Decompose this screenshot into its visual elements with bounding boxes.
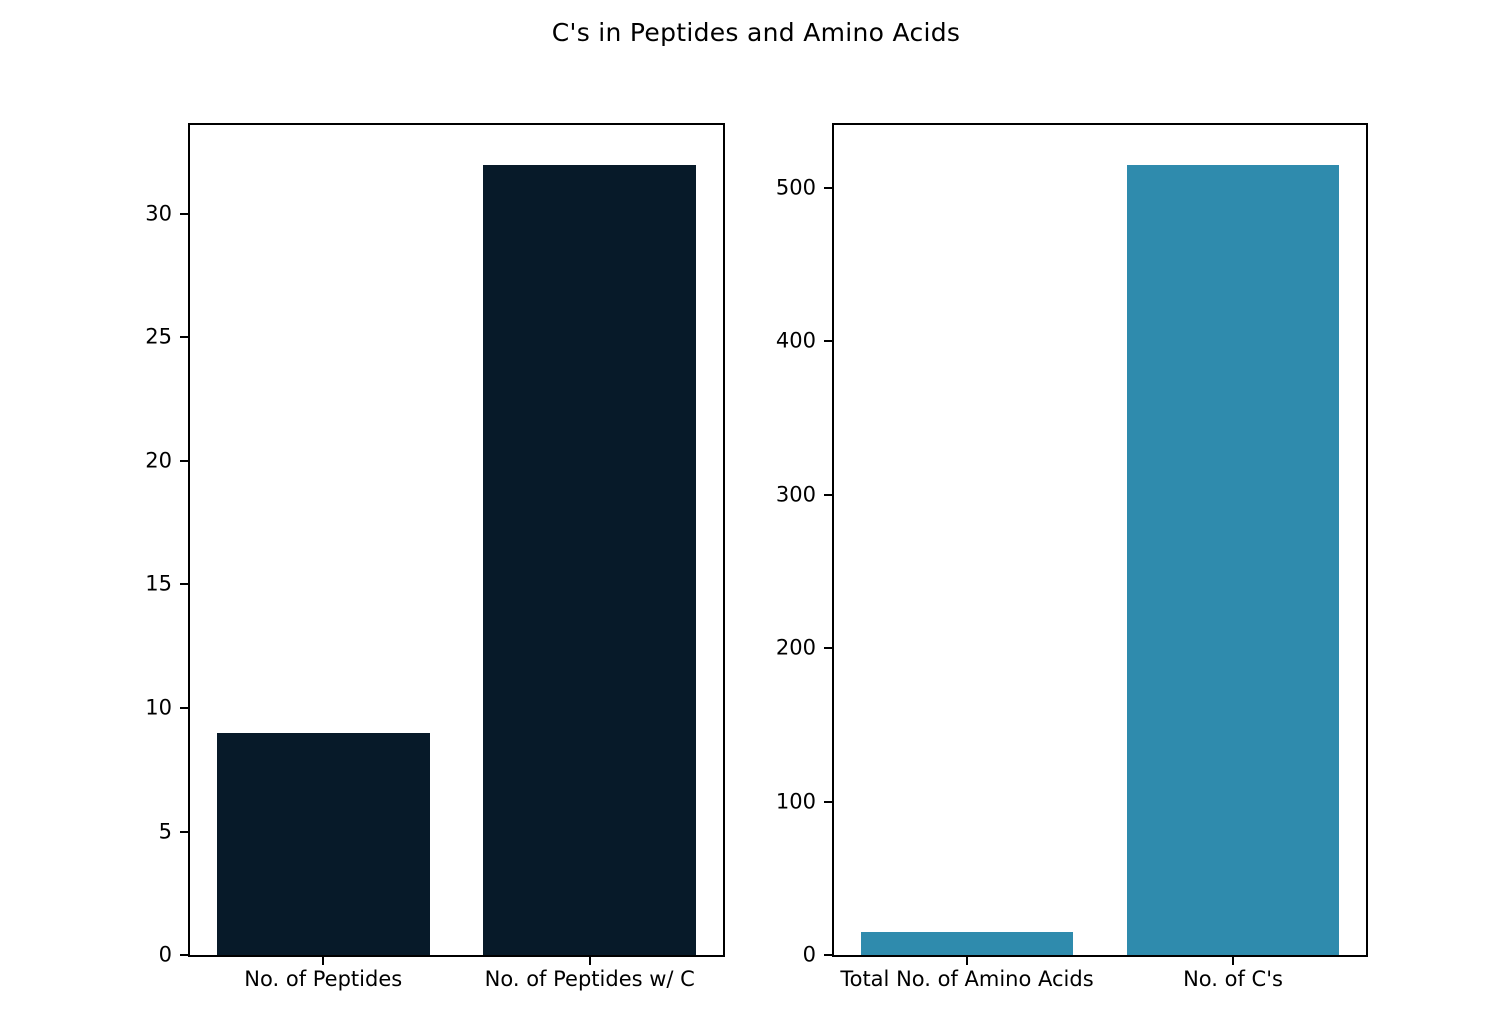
y-tick-label: 25 [145,324,172,349]
y-tick-label: 300 [775,482,816,507]
bar-no-of-c-s [1126,164,1340,955]
y-tick [180,212,188,215]
y-tick [180,830,188,833]
x-tick [1232,957,1234,965]
y-tick-label: 30 [145,201,172,226]
y-tick [180,706,188,709]
x-tick-label-no-of-peptides: No. of Peptides [244,967,403,991]
y-tick-label: 0 [802,942,816,967]
y-tick-label: 10 [145,695,172,720]
y-tick [824,340,832,343]
y-tick [824,954,832,956]
y-tick-label: 100 [775,789,816,814]
y-tick-label: 200 [775,635,816,660]
y-tick [824,647,832,650]
bar-total-no-of-amino-acids [860,931,1074,955]
x-tick-label-total-no-of-amino-acids: Total No. of Amino Acids [840,967,1094,991]
y-tick-label: 500 [775,175,816,200]
y-tick [180,336,188,339]
y-tick-label: 15 [145,571,172,596]
y-tick [180,583,188,586]
y-tick-label: 400 [775,328,816,353]
subplot-peptides: 0 5 10 15 20 25 30 No. of Peptides No. of Peptid… [145,123,725,990]
y-tick [180,459,188,462]
y-tick [824,800,832,803]
y-tick-label: 5 [158,819,172,843]
y-tick [824,186,832,189]
y-tick-label: 20 [145,448,172,473]
y-tick [824,493,832,496]
x-tick-label-no-of-peptides-w-c: No. of Peptides w/ C [484,967,695,991]
y-tick [180,954,188,956]
bar-no-of-peptides [216,732,430,955]
y-tick-label: 0 [158,942,172,967]
x-tick-label-no-of-c-s: No. of C's [1183,967,1283,991]
x-tick [588,957,591,965]
chart-title: C's in Peptides and Amino Acids [551,18,961,47]
x-tick [322,957,325,965]
x-tick [966,957,968,965]
bar-no-of-peptides-w-c [483,164,697,955]
subplot-amino-acids: 0 100 200 300 400 500 Total No. of Amino Acids… [776,123,1368,990]
